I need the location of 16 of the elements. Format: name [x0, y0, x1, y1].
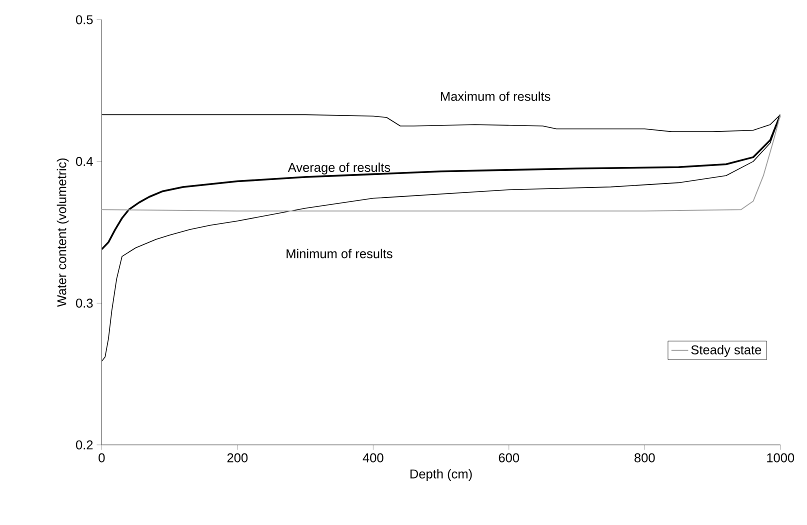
- x-tick-label: 1000: [767, 453, 794, 462]
- annotation: Maximum of results: [441, 92, 550, 102]
- x-tick-label: 600: [498, 453, 520, 462]
- annotation: Minimum of results: [286, 248, 392, 258]
- x-tick-label: 800: [634, 453, 655, 462]
- y-axis-title: Water content (volumetric): [56, 158, 69, 308]
- y-tick-label: 0.3: [76, 298, 93, 308]
- x-tick-label: 200: [227, 453, 248, 462]
- y-tick-label: 0.4: [76, 157, 93, 166]
- x-tick-label: 400: [362, 453, 384, 462]
- legend-label: Steady state: [691, 345, 762, 357]
- y-tick-label: 0.2: [76, 440, 93, 450]
- x-axis-title: Depth (cm): [410, 469, 472, 482]
- annotation: Average of results: [288, 162, 390, 175]
- x-tick-label: 0: [98, 453, 105, 462]
- y-tick-label: 0.5: [76, 15, 93, 24]
